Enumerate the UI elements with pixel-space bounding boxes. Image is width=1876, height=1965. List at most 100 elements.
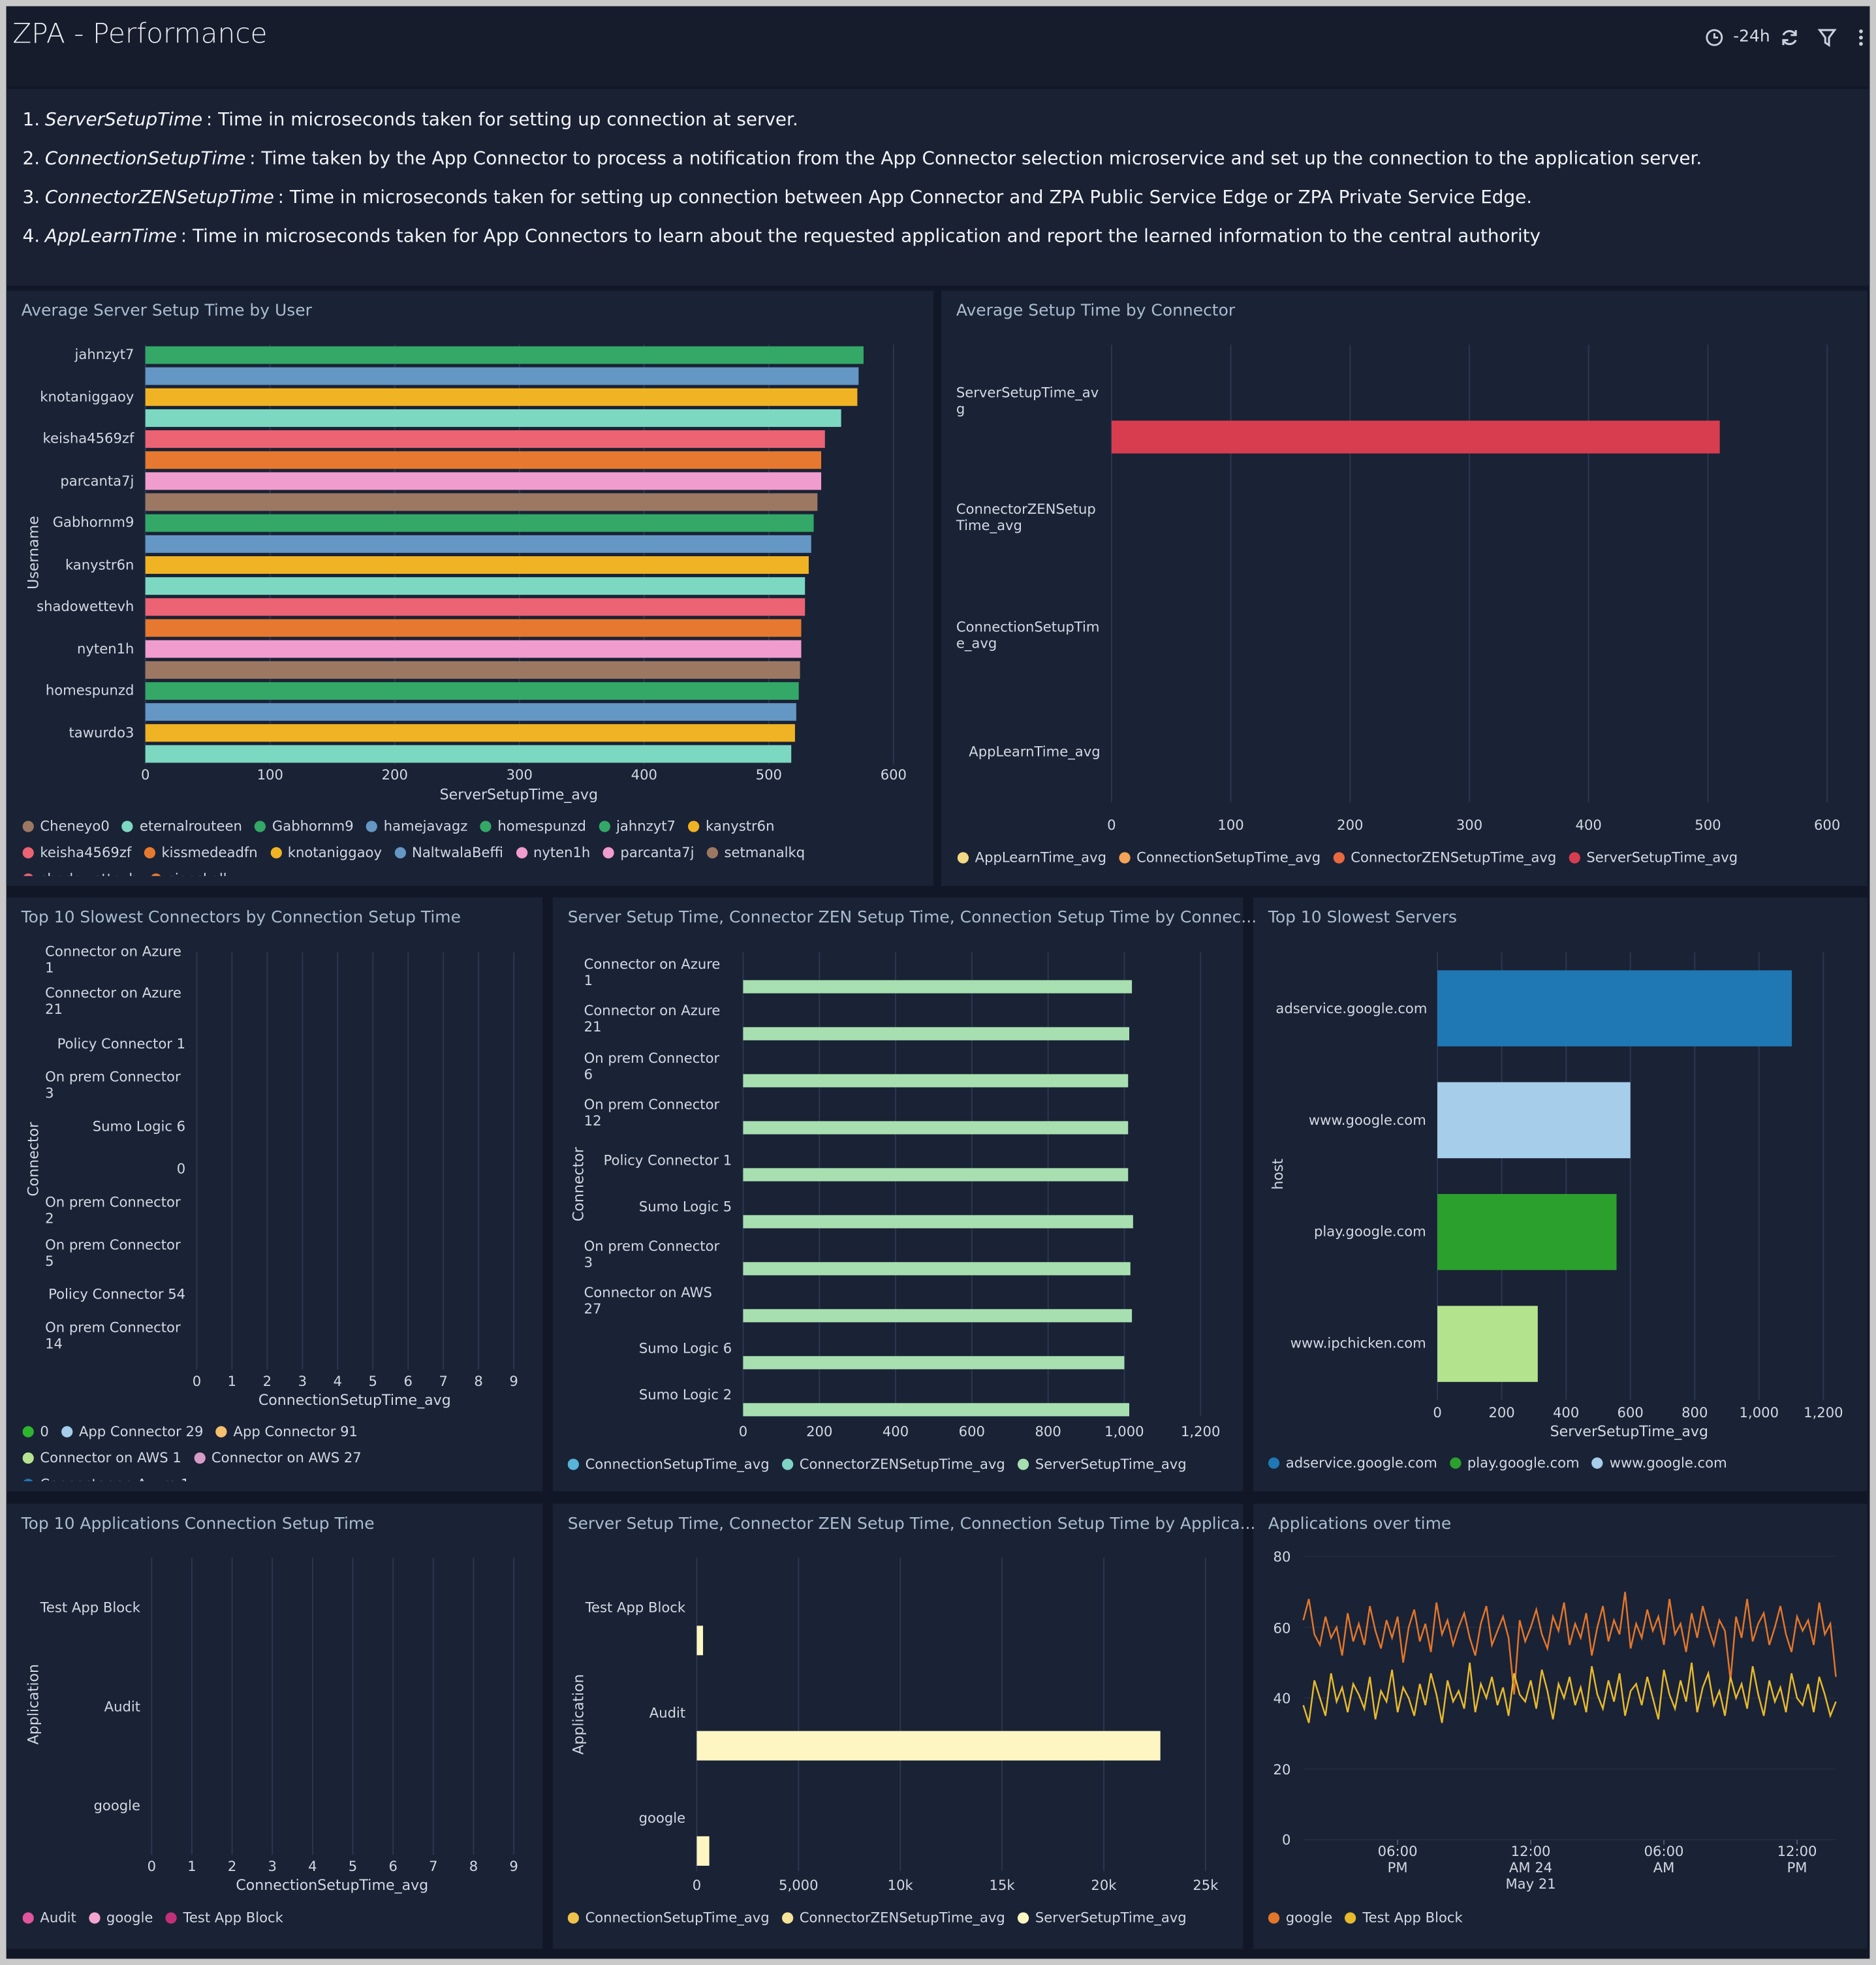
bar [743,1027,1130,1041]
legend-swatch [957,851,969,863]
legend-swatch [602,847,614,858]
y-tick-label: On prem Connector 3 [45,1069,185,1101]
legend-item: ConnectionSetupTime_avg [1119,843,1321,871]
bar [696,1626,704,1656]
legend-item: setmanalkq [706,840,805,866]
x-tick-label: 500 [755,766,782,783]
category-label: tawurdo3 [69,725,134,742]
filter-icon[interactable] [1817,27,1837,48]
legend-swatch [89,1911,101,1923]
legend-swatch [1268,1911,1280,1923]
legend-label: Test App Block [1362,1909,1463,1926]
y-tick-label: Audit [572,1705,685,1721]
category-label: Gabhornm9 [52,514,134,531]
x-tick-label: 4 [308,1858,317,1875]
bar [145,472,822,490]
legend-label: Connector on AWS 1 [40,1450,181,1466]
category-label: Audit [649,1705,686,1721]
legend-item: Cheneyo0 [22,813,110,840]
category-label: Connector on Azure 21 [45,985,181,1018]
legend: 0 App Connector 29 App Connector 91 Connect… [22,1419,518,1482]
category-label: On prem Connector 3 [584,1238,720,1271]
clock-icon[interactable] [1704,27,1725,48]
legend-swatch [255,821,266,832]
time-range[interactable]: -24h [1733,27,1770,47]
legend: ConnectionSetupTime_avg ConnectorZENSetup… [567,1904,1232,1931]
legend-swatch [22,873,34,876]
legend-swatch [394,847,406,858]
chart-title: Server Setup Time, Connector ZEN Setup T… [567,1515,1256,1534]
x-tick-label: 3 [298,1373,307,1390]
legend-label: ConnectionSetupTime_avg [585,1455,770,1472]
x-tick-label: 12:00 PM [1777,1843,1817,1876]
y-axis-title: Application [24,1664,42,1745]
bar [145,388,858,406]
legend-label: Connector on Azure 1 [40,1471,189,1481]
legend-item: kanystr6n [688,813,774,840]
panel [552,897,1243,1492]
panel [1253,1503,1868,1949]
legend-item: Test App Block [1345,1904,1463,1931]
y-tick-label: Sumo Logic 6 [45,1119,185,1135]
x-tick-label: 0 [738,1423,748,1440]
bar [145,598,805,616]
chart-title: Applications over time [1268,1515,1452,1534]
legend-item: App Connector 29 [61,1419,203,1445]
legend-swatch [480,821,492,832]
category-label: Policy Connector 1 [57,1035,186,1052]
note-number: 2. [22,149,40,170]
legend-label: play.google.com [1467,1454,1580,1471]
refresh-icon[interactable] [1779,27,1800,48]
legend-item: homespunzd [480,813,586,840]
x-tick-label: 20k [1091,1877,1117,1894]
more-icon[interactable] [1857,27,1865,48]
dashboard-title: ZPA - Performance [12,18,268,50]
bar [743,980,1133,994]
legend-label: knotaniggaoy [287,844,382,861]
y-tick-label: Connector on AWS 27 [584,1285,732,1317]
y-tick-label: knotaniggaoy [8,389,134,405]
legend-label: Gabhornm9 [272,818,354,835]
legend: Cheneyo0 eternalrouteen Gabhornm9 hamejavag… [22,813,906,876]
y-tick-label: Connector on Azure 1 [584,956,732,988]
x-tick-label: 300 [506,766,533,783]
bar [1437,1082,1631,1159]
category-label: On prem Connector 5 [45,1236,181,1269]
legend-swatch [122,821,134,832]
legend-item: eternalrouteen [122,813,242,840]
legend-swatch [22,1452,34,1464]
legend-item: ConnectionSetupTime_avg [567,1450,770,1477]
x-tick-label: 600 [1617,1404,1644,1421]
x-tick-label: 0 [1107,817,1116,834]
chart-title: Average Server Setup Time by User [21,302,312,321]
category-label: keisha4569zf [42,431,134,448]
legend-swatch [599,821,610,832]
y-tick-label: ConnectorZENSetupTime_avg [956,501,1101,534]
note: 4. AppLearnTime: Time in microseconds tak… [23,227,1541,247]
category-label: google [93,1797,141,1814]
legend-item: ConnectorZENSetupTime_avg [781,1904,1005,1931]
legend-swatch [1018,1911,1029,1923]
y-tick-label: On prem Connector 2 [45,1195,185,1227]
y-tick-label: Connector on Azure 1 [45,943,185,976]
bar [145,346,864,364]
note-text: : Time in microseconds taken for setting… [206,110,798,131]
bar [145,682,799,700]
legend-swatch [270,847,282,858]
legend-label: setmanalkq [724,844,805,861]
category-label: On prem Connector 3 [45,1069,181,1102]
legend-item: ConnectorZENSetupTime_avg [1333,843,1556,871]
bar [145,640,802,658]
x-tick-label: 0 [192,1373,202,1390]
category-label: Sumo Logic 6 [638,1340,732,1357]
y-tick-label: On prem Connector 3 [584,1238,732,1270]
x-tick-label: 0 [692,1877,702,1894]
y-tick-label: On prem Connector 6 [584,1050,732,1082]
y-tick-label: Sumo Logic 5 [584,1199,732,1216]
legend: AppLearnTime_avg ConnectionSetupTime_avg C… [957,843,1860,871]
x-tick-label: 25k [1193,1877,1219,1894]
legend: adservice.google.com play.google.com www.g… [1268,1450,1857,1477]
legend: google Test App Block [1268,1904,1857,1931]
category-label: Policy Connector 1 [603,1152,732,1169]
